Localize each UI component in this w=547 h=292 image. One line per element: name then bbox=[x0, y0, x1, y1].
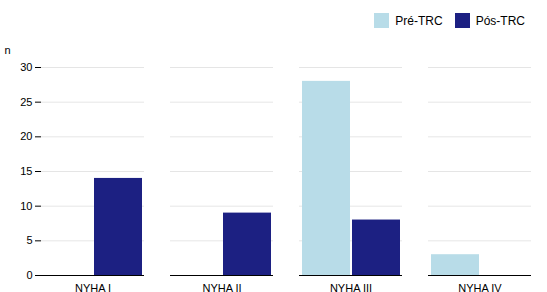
svg-text:0: 0 bbox=[26, 269, 32, 281]
html-text:Pós-TRC: Pós-TRC bbox=[475, 13, 525, 28]
svg-text:5: 5 bbox=[26, 234, 32, 246]
html-text:Pré-TRC: Pré-TRC bbox=[395, 13, 443, 28]
svg-text:NYHA I: NYHA I bbox=[75, 282, 111, 292]
svg-text:NYHA III: NYHA III bbox=[330, 282, 372, 292]
svg-text:NYHA II: NYHA II bbox=[202, 282, 241, 292]
svg-text:25: 25 bbox=[20, 96, 32, 108]
svg-text:20: 20 bbox=[20, 130, 32, 142]
svg-text:15: 15 bbox=[20, 165, 32, 177]
svg-text:n: n bbox=[5, 44, 11, 56]
svg-text:30: 30 bbox=[20, 61, 32, 73]
svg-text:NYHA IV: NYHA IV bbox=[458, 282, 502, 292]
svg-text:10: 10 bbox=[20, 200, 32, 212]
